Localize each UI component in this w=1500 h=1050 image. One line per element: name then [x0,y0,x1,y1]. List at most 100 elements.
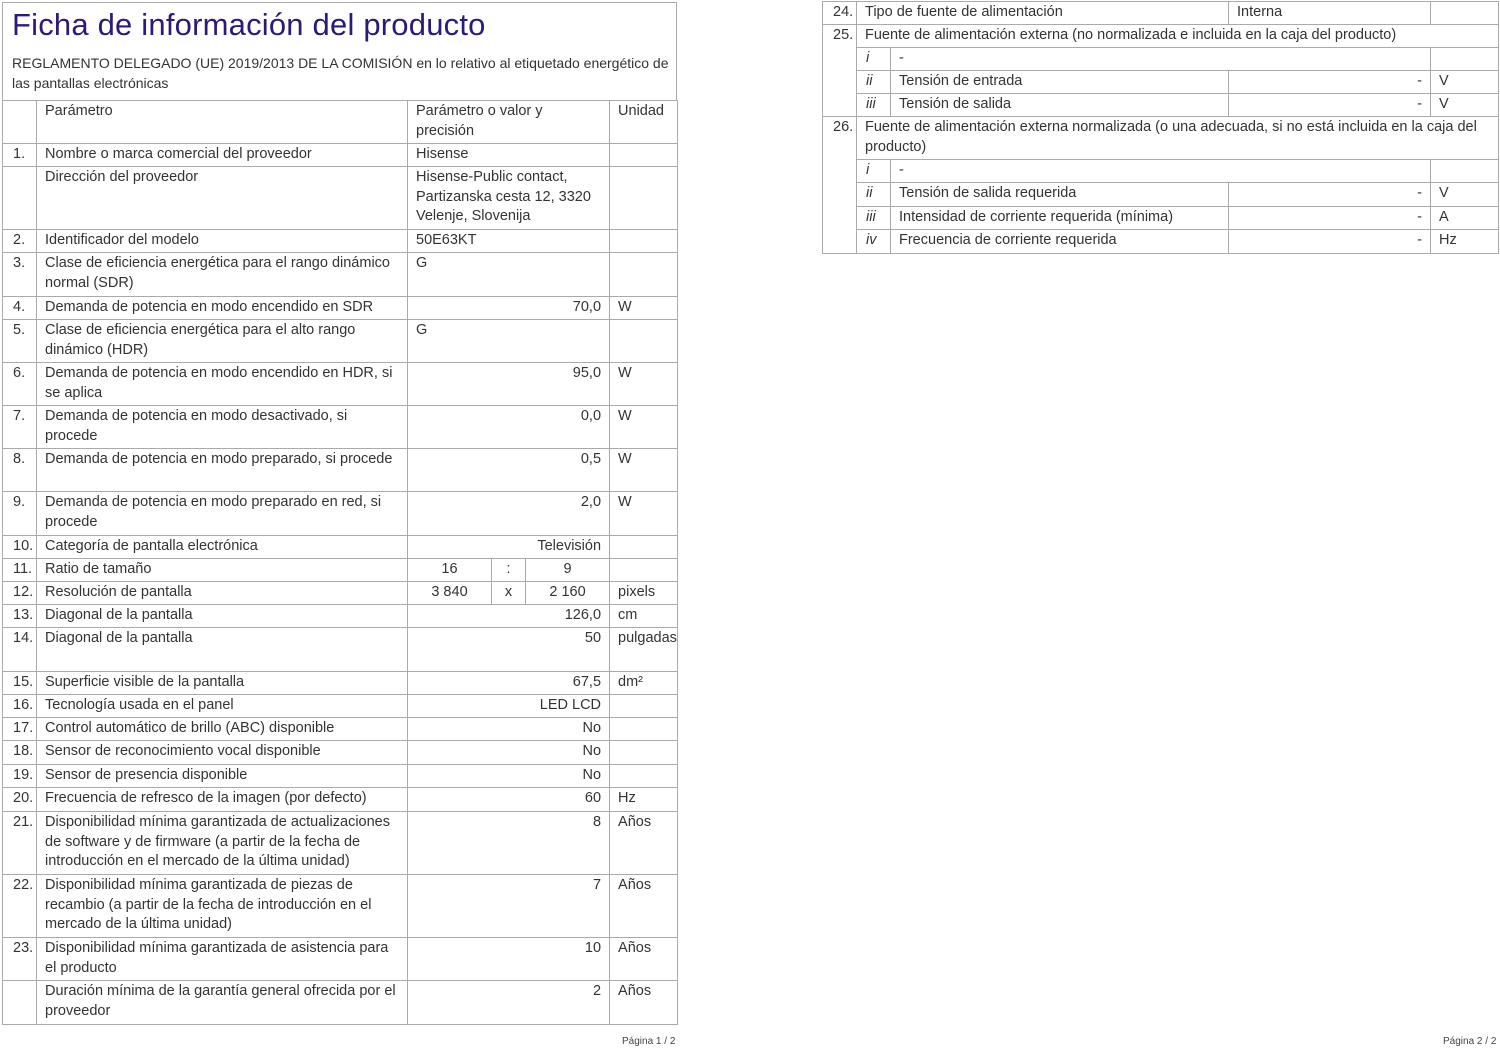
parameter-value: 8 [406,811,611,875]
value-part-b: 9 [524,558,611,582]
parameter-label: Nombre o marca comercial del proveedor [36,143,408,167]
sub-index: iv [856,229,891,254]
table-row: 11. Ratio de tamaño 16:9 [2,558,679,582]
row-number: 9. [2,491,37,536]
sub-row: iii Intensidad de corriente requerida (mí… [823,206,1500,230]
sub-value: - [1228,70,1432,94]
parameter-value: G [406,252,611,297]
sub-label: - [889,159,1432,183]
unit: Años [609,937,679,981]
parameter-value: 50 [406,627,611,672]
parameter-value: 7 [406,874,611,938]
parameter-value: 10 [406,937,611,981]
unit: W [609,448,679,492]
unit: V [1430,93,1500,117]
value-separator: : [491,558,526,582]
sub-row: iii Tensión de salida - V [823,93,1500,117]
unit [609,229,679,253]
sub-label: Tensión de salida [889,93,1230,117]
value-part-a: 3 840 [407,581,492,605]
unit: Hz [609,787,679,812]
unit: V [1430,182,1500,207]
unit [1430,47,1500,71]
table-row: 19. Sensor de presencia disponible No [2,764,679,788]
parameter-label: Dirección del proveedor [36,166,408,230]
parameter-value: 67,5 [406,671,611,695]
unit: A [1430,206,1500,230]
unit: Años [609,874,679,938]
parameter-value: G [406,319,611,363]
parameter-label: Disponibilidad mínima garantizada de asi… [36,937,408,981]
unit [609,252,679,297]
parameter-label: Demanda de potencia en modo encendido en… [36,362,408,406]
table-row: 15. Superficie visible de la pantalla 67,5… [2,671,679,695]
parameter-label: Identificador del modelo [36,229,408,253]
sub-row: iv Frecuencia de corriente requerida - Hz [823,229,1500,254]
row-number: 4. [2,296,37,320]
header-row: Parámetro Parámetro o valor y precisión Un… [2,100,679,144]
parameter-value: LED LCD [406,694,611,718]
sub-row: ii Tensión de salida requerida - V [823,182,1500,207]
row-number: 19. [2,764,37,788]
unit: dm² [609,671,679,695]
row-number: 7. [2,405,37,449]
table-row: 5. Clase de eficiencia energética para el… [2,319,679,363]
table-row: 22. Disponibilidad mínima garantizada de … [2,874,679,938]
parameter-value: Hisense [406,143,611,167]
parameter-label: Sensor de reconocimiento vocal disponibl… [36,740,408,765]
row-number: 12. [2,581,37,605]
parameter-label: Sensor de presencia disponible [36,764,408,788]
parameter-label: Demanda de potencia en modo preparado, s… [36,448,408,492]
parameter-label: Demanda de potencia en modo encendido en… [36,296,408,320]
parameter-label: Ratio de tamaño [36,558,408,582]
row-number: 13. [2,604,37,628]
parameter-label: Superficie visible de la pantalla [36,671,408,695]
unit [1430,159,1500,183]
unit [609,740,679,765]
unit [609,558,679,582]
row-number: 15. [2,671,37,695]
power-supply-table: 24. Tipo de fuente de alimentación Interna… [822,1,1500,254]
parameter-value: No [406,764,611,788]
unit: W [609,405,679,449]
sub-value: - [1228,206,1432,230]
parameter-label: Clase de eficiencia energética para el r… [36,252,408,297]
row-number: 25. [822,24,857,117]
parameter-label: Categoría de pantalla electrónica [36,535,408,559]
unit [1430,1,1500,25]
parameter-label: Disponibilidad mínima garantizada de act… [36,811,408,875]
table-row: Duración mínima de la garantía general o… [2,980,679,1025]
unit [609,166,679,230]
parameter-value: Interna [1228,1,1432,25]
row-number: 26. [822,116,857,254]
parameter-value: No [406,717,611,741]
sub-index: iii [856,93,891,117]
parameter-value: Hisense-Public contact, Partizanska cest… [406,166,611,230]
unit: W [609,491,679,536]
table-row: 26. Fuente de alimentación externa normal… [822,116,1500,254]
table-row: 10. Categoría de pantalla electrónica Tele… [2,535,679,559]
parameter-value: 2 [406,980,611,1025]
parameter-label: Tipo de fuente de alimentación [855,1,1230,25]
column-header-unit: Unidad [609,100,679,144]
row-number: 6. [2,362,37,406]
parameter-value: 0,5 [406,448,611,492]
product-info-table: Parámetro Parámetro o valor y precisión Un… [2,100,679,1025]
sub-label: - [889,47,1432,71]
parameter-label: Fuente de alimentación externa (no norma… [855,24,1500,48]
row-number: 11. [2,558,37,582]
unit: pixels [609,581,679,605]
parameter-label: Tecnología usada en el panel [36,694,408,718]
unit: pulgadas [609,627,679,672]
parameter-label: Frecuencia de refresco de la imagen (por… [36,787,408,812]
table-row: 8. Demanda de potencia en modo preparado,… [2,448,679,492]
table-row: 21. Disponibilidad mínima garantizada de … [2,811,679,875]
unit: W [609,296,679,320]
unit: W [609,362,679,406]
table-row: 23. Disponibilidad mínima garantizada de … [2,937,679,981]
table-row: 20. Frecuencia de refresco de la imagen (… [2,787,679,812]
sub-index: i [856,159,891,183]
row-number [2,166,37,230]
parameter-value: 0,0 [406,405,611,449]
row-number: 24. [822,1,857,25]
